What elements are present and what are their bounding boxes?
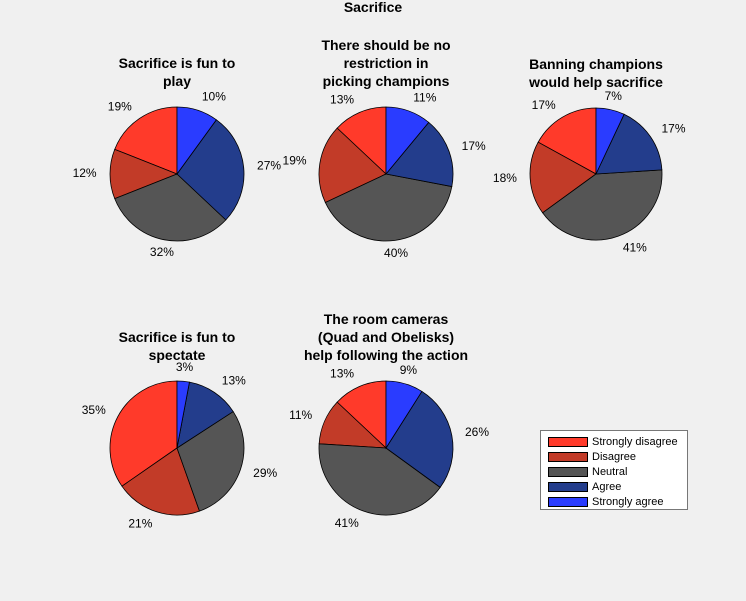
pie-slice-label: 41%: [335, 516, 359, 530]
pie-5: The room cameras (Quad and Obelisks) help …: [289, 311, 489, 530]
pie-slice-label: 29%: [253, 466, 277, 480]
legend-swatch: [548, 481, 588, 492]
pie-slice-label: 40%: [384, 246, 408, 260]
pie-slice-label: 12%: [73, 166, 97, 180]
legend-label: Neutral: [592, 465, 628, 478]
pie-3: Banning champions would help sacrifice 17%…: [493, 56, 686, 255]
legend-item-disagree: Disagree: [548, 449, 687, 464]
pie-title-line: help following the action: [304, 347, 468, 363]
pie-1: Sacrifice is fun to play 19% 12% 32% 27% 10%: [73, 55, 282, 259]
pie-slice-agree: [385, 390, 454, 488]
pie-slice-label: 17%: [462, 139, 486, 153]
pie-slice-agree: [595, 113, 663, 175]
legend-label: Strongly disagree: [592, 435, 678, 448]
legend: Strongly disagree Disagree Neutral Agree…: [540, 430, 688, 510]
pie-slice-neutral: [324, 173, 453, 242]
legend-label: Strongly agree: [592, 495, 664, 508]
pie-title-line: There should be no: [321, 37, 450, 53]
legend-item-strongly-agree: Strongly agree: [548, 494, 687, 509]
pie-slice-label: 10%: [202, 90, 226, 104]
pie-title-line: Sacrifice is fun to: [119, 55, 236, 71]
pie-slice-neutral: [542, 169, 663, 241]
pie-slice-strongly-disagree: [114, 106, 178, 175]
legend-item-strongly-disagree: Strongly disagree: [548, 434, 687, 449]
pie-slice-agree: [385, 121, 454, 188]
pie-slice-disagree: [318, 127, 387, 204]
pie-slice-disagree: [529, 141, 597, 214]
pie-title-line: The room cameras: [324, 311, 449, 327]
pie-slice-disagree: [121, 447, 200, 516]
pie-slice-neutral: [114, 173, 227, 242]
pie-slice-label: 13%: [222, 373, 246, 387]
pie-slice-strongly-agree: [595, 107, 625, 175]
pie-slice-strongly-agree: [176, 106, 217, 176]
pie-title-line: Sacrifice is fun to: [119, 329, 236, 345]
legend-label: Agree: [592, 480, 622, 493]
pie-slice-label: 35%: [82, 403, 106, 417]
pie-slice-strongly-disagree: [109, 380, 178, 487]
pie-slice-strongly-agree: [385, 380, 423, 450]
pie-title-line: would help sacrifice: [528, 74, 663, 90]
pie-slice-label: 17%: [662, 122, 686, 136]
pie-slice-label: 32%: [150, 245, 174, 259]
pie-title-line: picking champions: [323, 73, 450, 89]
pie-title-line: (Quad and Obelisks): [318, 329, 454, 345]
pie-slice-label: 3%: [176, 360, 194, 374]
pie-slice-strongly-disagree: [537, 107, 597, 175]
pie-4: Sacrifice is fun to spectate 35% 21% 29% 13% 3…: [82, 329, 278, 531]
pie-slice-label: 26%: [465, 425, 489, 439]
pie-slice-label: 13%: [330, 92, 354, 106]
legend-swatch: [548, 451, 588, 462]
pie-slice-label: 18%: [493, 171, 517, 185]
pie-slice-strongly-disagree: [336, 380, 387, 449]
pie-slice-label: 9%: [400, 363, 418, 377]
legend-swatch: [548, 496, 588, 507]
pie-slice-label: 41%: [623, 241, 647, 255]
pie-slice-label: 21%: [128, 517, 152, 531]
pie-slice-strongly-agree: [176, 380, 190, 449]
pie-slice-label: 19%: [283, 154, 307, 168]
figure-title: Sacrifice: [344, 0, 403, 15]
pie-2: There should be no restriction in picking …: [283, 37, 486, 260]
legend-item-agree: Agree: [548, 479, 687, 494]
pie-slice-strongly-disagree: [336, 106, 387, 175]
pie-slice-label: 11%: [413, 91, 436, 105]
legend-swatch: [548, 466, 588, 477]
pie-slice-label: 17%: [532, 98, 556, 112]
pie-slice-label: 19%: [108, 100, 132, 114]
pie-slice-label: 7%: [605, 89, 623, 103]
pie-slice-strongly-agree: [385, 106, 430, 176]
pie-title-line: spectate: [149, 347, 206, 363]
pie-title-line: play: [163, 73, 191, 89]
pie-slice-neutral: [176, 410, 245, 512]
pie-slice-label: 13%: [330, 366, 354, 380]
legend-item-neutral: Neutral: [548, 464, 687, 479]
pie-slice-label: 11%: [289, 408, 312, 422]
pie-title-line: restriction in: [344, 55, 429, 71]
pie-slice-agree: [176, 119, 245, 221]
pie-slice-neutral: [318, 443, 441, 516]
pie-title-line: Banning champions: [529, 56, 663, 72]
legend-label: Disagree: [592, 450, 637, 463]
pie-slice-label: 27%: [257, 159, 281, 173]
legend-swatch: [548, 436, 588, 447]
